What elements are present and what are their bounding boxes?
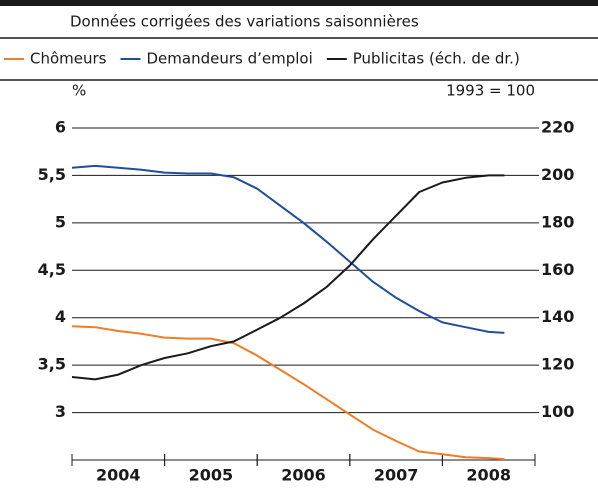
- chart-subtitle: Données corrigées des variations saisonn…: [70, 13, 419, 31]
- legend-label: Chômeurs: [30, 50, 107, 68]
- y-tick-label: 4,5: [38, 260, 66, 279]
- y-tick-label: 6: [55, 117, 66, 136]
- y2-tick-label: 100: [541, 402, 574, 421]
- top-bar: [0, 0, 598, 6]
- y-tick-label: 5,5: [38, 165, 66, 184]
- y-tick-label: 3: [55, 402, 66, 421]
- series-line: [71, 174, 505, 381]
- y2-tick-label: 200: [541, 165, 574, 184]
- y2-axis-label: 1993 = 100: [446, 82, 535, 100]
- x-tick-label: 2007: [374, 466, 419, 485]
- series-line: [71, 325, 505, 461]
- x-tick-label: 2004: [96, 466, 141, 485]
- legend-label: Publicitas (éch. de dr.): [353, 50, 520, 68]
- y2-tick-label: 180: [541, 212, 574, 231]
- y2-tick-label: 120: [541, 355, 574, 374]
- y-tick-label: 4: [55, 307, 66, 326]
- y-axis-label: %: [72, 82, 86, 100]
- x-tick-label: 2005: [189, 466, 234, 485]
- y2-tick-label: 160: [541, 260, 574, 279]
- y-tick-label: 5: [55, 212, 66, 231]
- series-line: [71, 164, 505, 334]
- y-tick-label: 3,5: [38, 355, 66, 374]
- x-tick-label: 2006: [281, 466, 326, 485]
- y2-tick-label: 140: [541, 307, 574, 326]
- legend-label: Demandeurs d’emploi: [147, 50, 313, 68]
- x-tick-label: 2008: [466, 466, 511, 485]
- y2-tick-label: 220: [541, 117, 574, 136]
